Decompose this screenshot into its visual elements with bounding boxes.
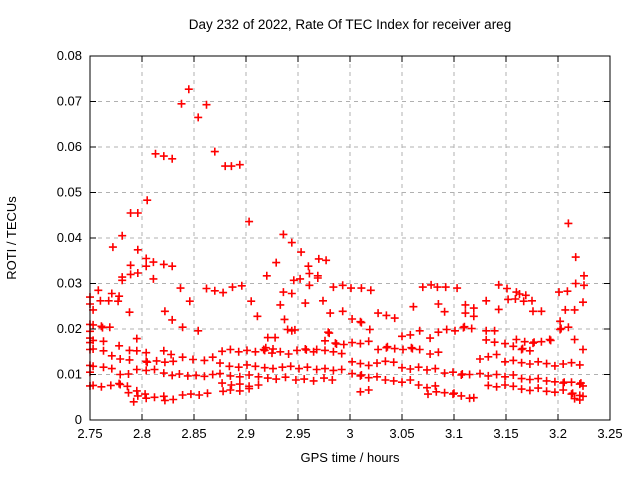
x-axis-label: GPS time / hours (301, 450, 400, 465)
x-tick-label: 2.75 (77, 426, 102, 441)
y-tick-label: 0.03 (57, 276, 82, 291)
y-tick-label: 0 (75, 412, 82, 427)
scatter-points (86, 85, 588, 406)
x-tick-label: 3.05 (389, 426, 414, 441)
x-tick-labels: 2.75 2.8 2.85 2.9 2.95 3 3.05 3.1 3.15 3.2 3.25 (77, 426, 622, 441)
y-tick-label: 0.01 (57, 367, 82, 382)
chart-title: Day 232 of 2022, Rate Of TEC Index for r… (189, 17, 511, 32)
x-tick-label: 3.1 (445, 426, 463, 441)
x-tick-label: 3.15 (493, 426, 518, 441)
x-tick-label: 2.85 (181, 426, 206, 441)
x-tick-label: 3.2 (549, 426, 567, 441)
y-tick-label: 0.08 (57, 48, 82, 63)
y-tick-label: 0.06 (57, 139, 82, 154)
y-tick-label: 0.04 (57, 230, 82, 245)
x-tick-label: 2.95 (285, 426, 310, 441)
x-tick-label: 2.9 (237, 426, 255, 441)
x-tick-label: 3.25 (597, 426, 622, 441)
y-axis-label: ROTI / TECUs (4, 196, 19, 280)
y-tick-label: 0.07 (57, 94, 82, 109)
gridlines (90, 56, 610, 420)
y-tick-labels: 0 0.01 0.02 0.03 0.04 0.05 0.06 0.07 0.08 (57, 48, 82, 427)
y-tick-label: 0.05 (57, 185, 82, 200)
y-tick-label: 0.02 (57, 321, 82, 336)
x-tick-label: 2.8 (133, 426, 151, 441)
plot-border (89, 55, 611, 421)
data-points (86, 85, 588, 406)
x-tick-label: 3 (346, 426, 353, 441)
